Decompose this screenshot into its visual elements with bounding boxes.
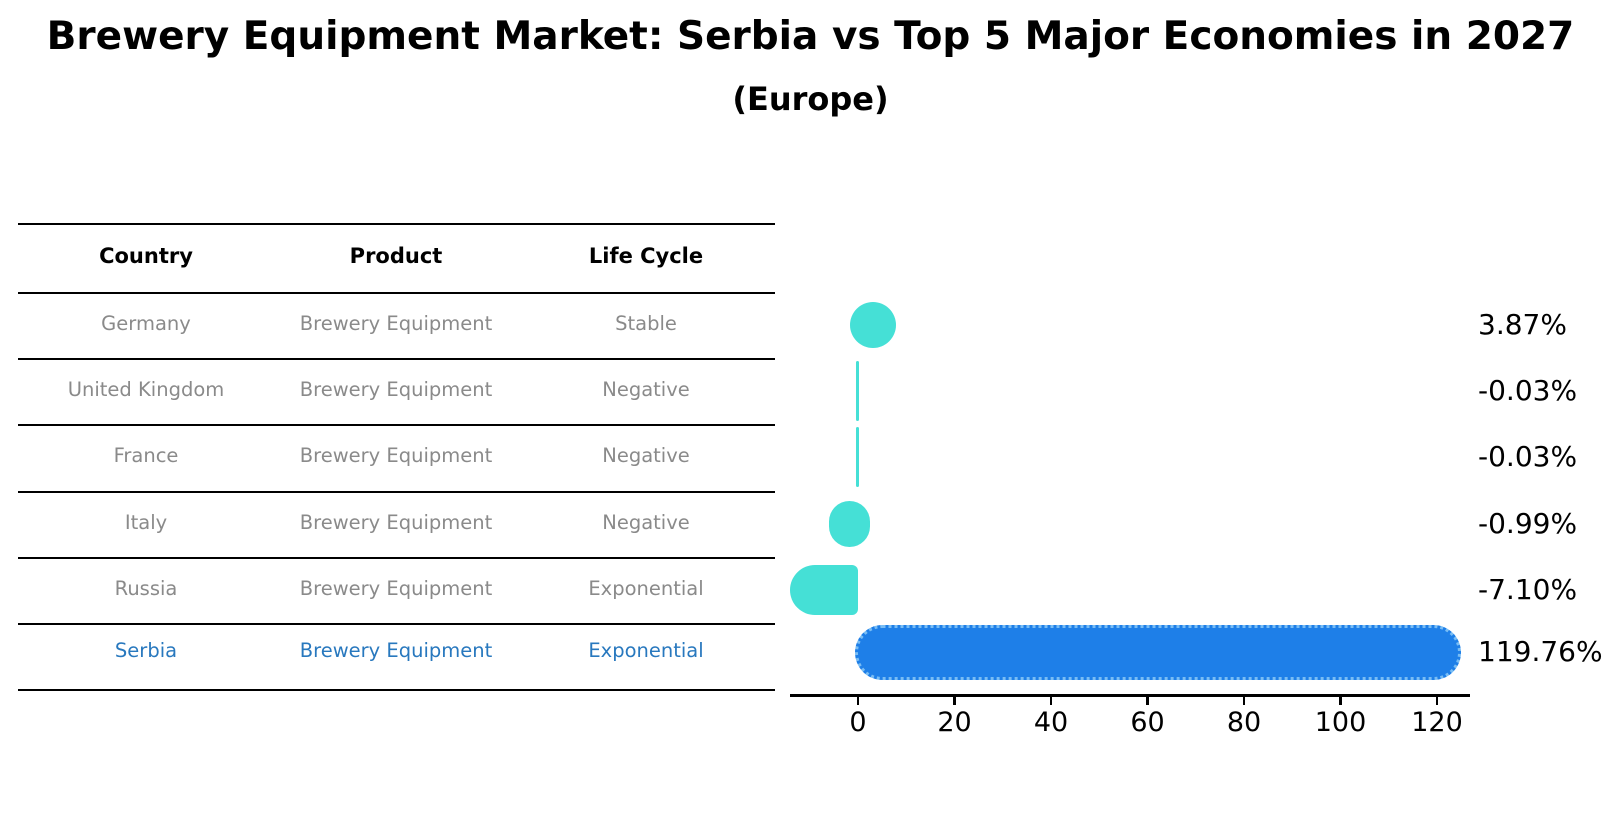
x-axis-tick bbox=[856, 695, 860, 705]
bar-russia bbox=[789, 565, 858, 615]
column-header-country: Country bbox=[99, 244, 193, 268]
cell-country: Serbia bbox=[114, 639, 178, 662]
value-label-france: -0.03% bbox=[1478, 440, 1578, 473]
x-axis-tick bbox=[1435, 695, 1439, 705]
table-row-rule bbox=[18, 358, 775, 360]
cell-product: Brewery Equipment bbox=[299, 378, 493, 401]
value-label-germany: 3.87% bbox=[1478, 308, 1567, 341]
cell-life-cycle: Negative bbox=[602, 444, 690, 467]
cell-product: Brewery Equipment bbox=[299, 312, 493, 335]
column-header-product: Product bbox=[349, 244, 443, 268]
table-row-rule bbox=[18, 689, 775, 691]
x-axis-tick bbox=[1242, 695, 1246, 705]
x-axis-line bbox=[790, 694, 1470, 697]
cell-product: Brewery Equipment bbox=[299, 511, 493, 534]
value-label-italy: -0.99% bbox=[1478, 507, 1578, 540]
column-header-life-cycle: Life Cycle bbox=[588, 244, 704, 268]
table-row-rule bbox=[18, 623, 775, 625]
chart-subtitle: (Europe) bbox=[732, 80, 889, 118]
value-label-serbia: 119.76% bbox=[1478, 635, 1603, 668]
table-top-rule bbox=[18, 223, 775, 225]
x-axis-tick bbox=[953, 695, 956, 705]
value-label-united-kingdom: -0.03% bbox=[1478, 374, 1578, 407]
x-axis-tick-label: 20 bbox=[937, 707, 972, 738]
x-axis-tick-label: 80 bbox=[1226, 707, 1262, 738]
table-row-rule bbox=[18, 491, 775, 493]
cell-life-cycle: Stable bbox=[615, 312, 677, 335]
x-axis-tick-label: 60 bbox=[1130, 707, 1165, 738]
cell-country: United Kingdom bbox=[67, 378, 225, 401]
cell-product: Brewery Equipment bbox=[299, 639, 493, 662]
x-axis-tick-label: 100 bbox=[1314, 707, 1367, 738]
cell-country: Germany bbox=[101, 312, 191, 335]
x-axis-tick bbox=[1339, 695, 1342, 705]
cell-country: Russia bbox=[114, 577, 178, 600]
x-axis-tick-label: 0 bbox=[849, 707, 867, 738]
x-axis-tick-label: 40 bbox=[1033, 707, 1069, 738]
cell-country: France bbox=[113, 444, 179, 467]
cell-product: Brewery Equipment bbox=[299, 444, 493, 467]
x-axis-tick bbox=[1146, 695, 1149, 705]
x-axis-tick bbox=[1049, 695, 1053, 705]
bar-france bbox=[856, 427, 860, 487]
value-label-russia: -7.10% bbox=[1478, 573, 1578, 606]
cell-product: Brewery Equipment bbox=[299, 577, 493, 600]
cell-life-cycle: Negative bbox=[602, 378, 690, 401]
bar-germany bbox=[850, 302, 896, 348]
table-row-rule bbox=[18, 424, 775, 426]
table-row-rule bbox=[18, 557, 775, 559]
x-axis-tick-label: 120 bbox=[1411, 707, 1463, 738]
cell-life-cycle: Negative bbox=[602, 511, 690, 534]
bar-italy bbox=[829, 501, 870, 547]
chart-title: Brewery Equipment Market: Serbia vs Top … bbox=[46, 14, 1575, 59]
cell-country: Italy bbox=[124, 511, 168, 534]
bar-united-kingdom bbox=[856, 361, 860, 421]
bar-serbia bbox=[855, 624, 1461, 680]
cell-life-cycle: Exponential bbox=[588, 577, 704, 600]
table-header-rule bbox=[18, 292, 775, 294]
cell-life-cycle: Exponential bbox=[588, 639, 704, 662]
